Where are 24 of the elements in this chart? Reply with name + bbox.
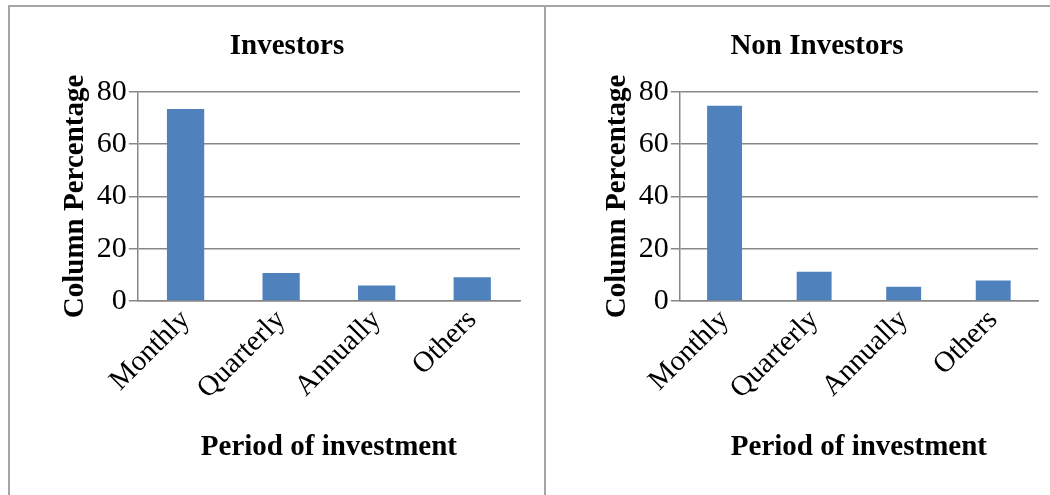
y-axis-title: Column Percentage <box>56 74 89 319</box>
bar <box>707 105 743 301</box>
bar <box>796 271 832 301</box>
x-axis-title: Period of investment <box>200 429 458 462</box>
bar <box>453 277 491 301</box>
y-tick-label: 20 <box>96 229 127 263</box>
y-tick-label: 20 <box>638 229 669 263</box>
chart-title: Investors <box>229 27 345 60</box>
y-tick-label: 80 <box>96 72 127 106</box>
bar <box>886 286 922 301</box>
y-tick-label: 40 <box>96 177 127 211</box>
y-tick-label: 0 <box>111 281 127 315</box>
y-tick-label: 0 <box>653 281 669 315</box>
y-axis-title: Column Percentage <box>598 74 631 319</box>
y-tick-label: 40 <box>638 177 669 211</box>
bar <box>358 285 396 301</box>
y-tick-label: 80 <box>638 72 669 106</box>
chart-title: Non Investors <box>730 27 904 60</box>
y-tick-label: 60 <box>96 124 127 158</box>
bar <box>262 273 300 301</box>
y-tick-label: 60 <box>638 124 669 158</box>
x-axis-title: Period of investment <box>730 429 988 462</box>
bar <box>975 280 1011 301</box>
bar <box>166 109 205 301</box>
